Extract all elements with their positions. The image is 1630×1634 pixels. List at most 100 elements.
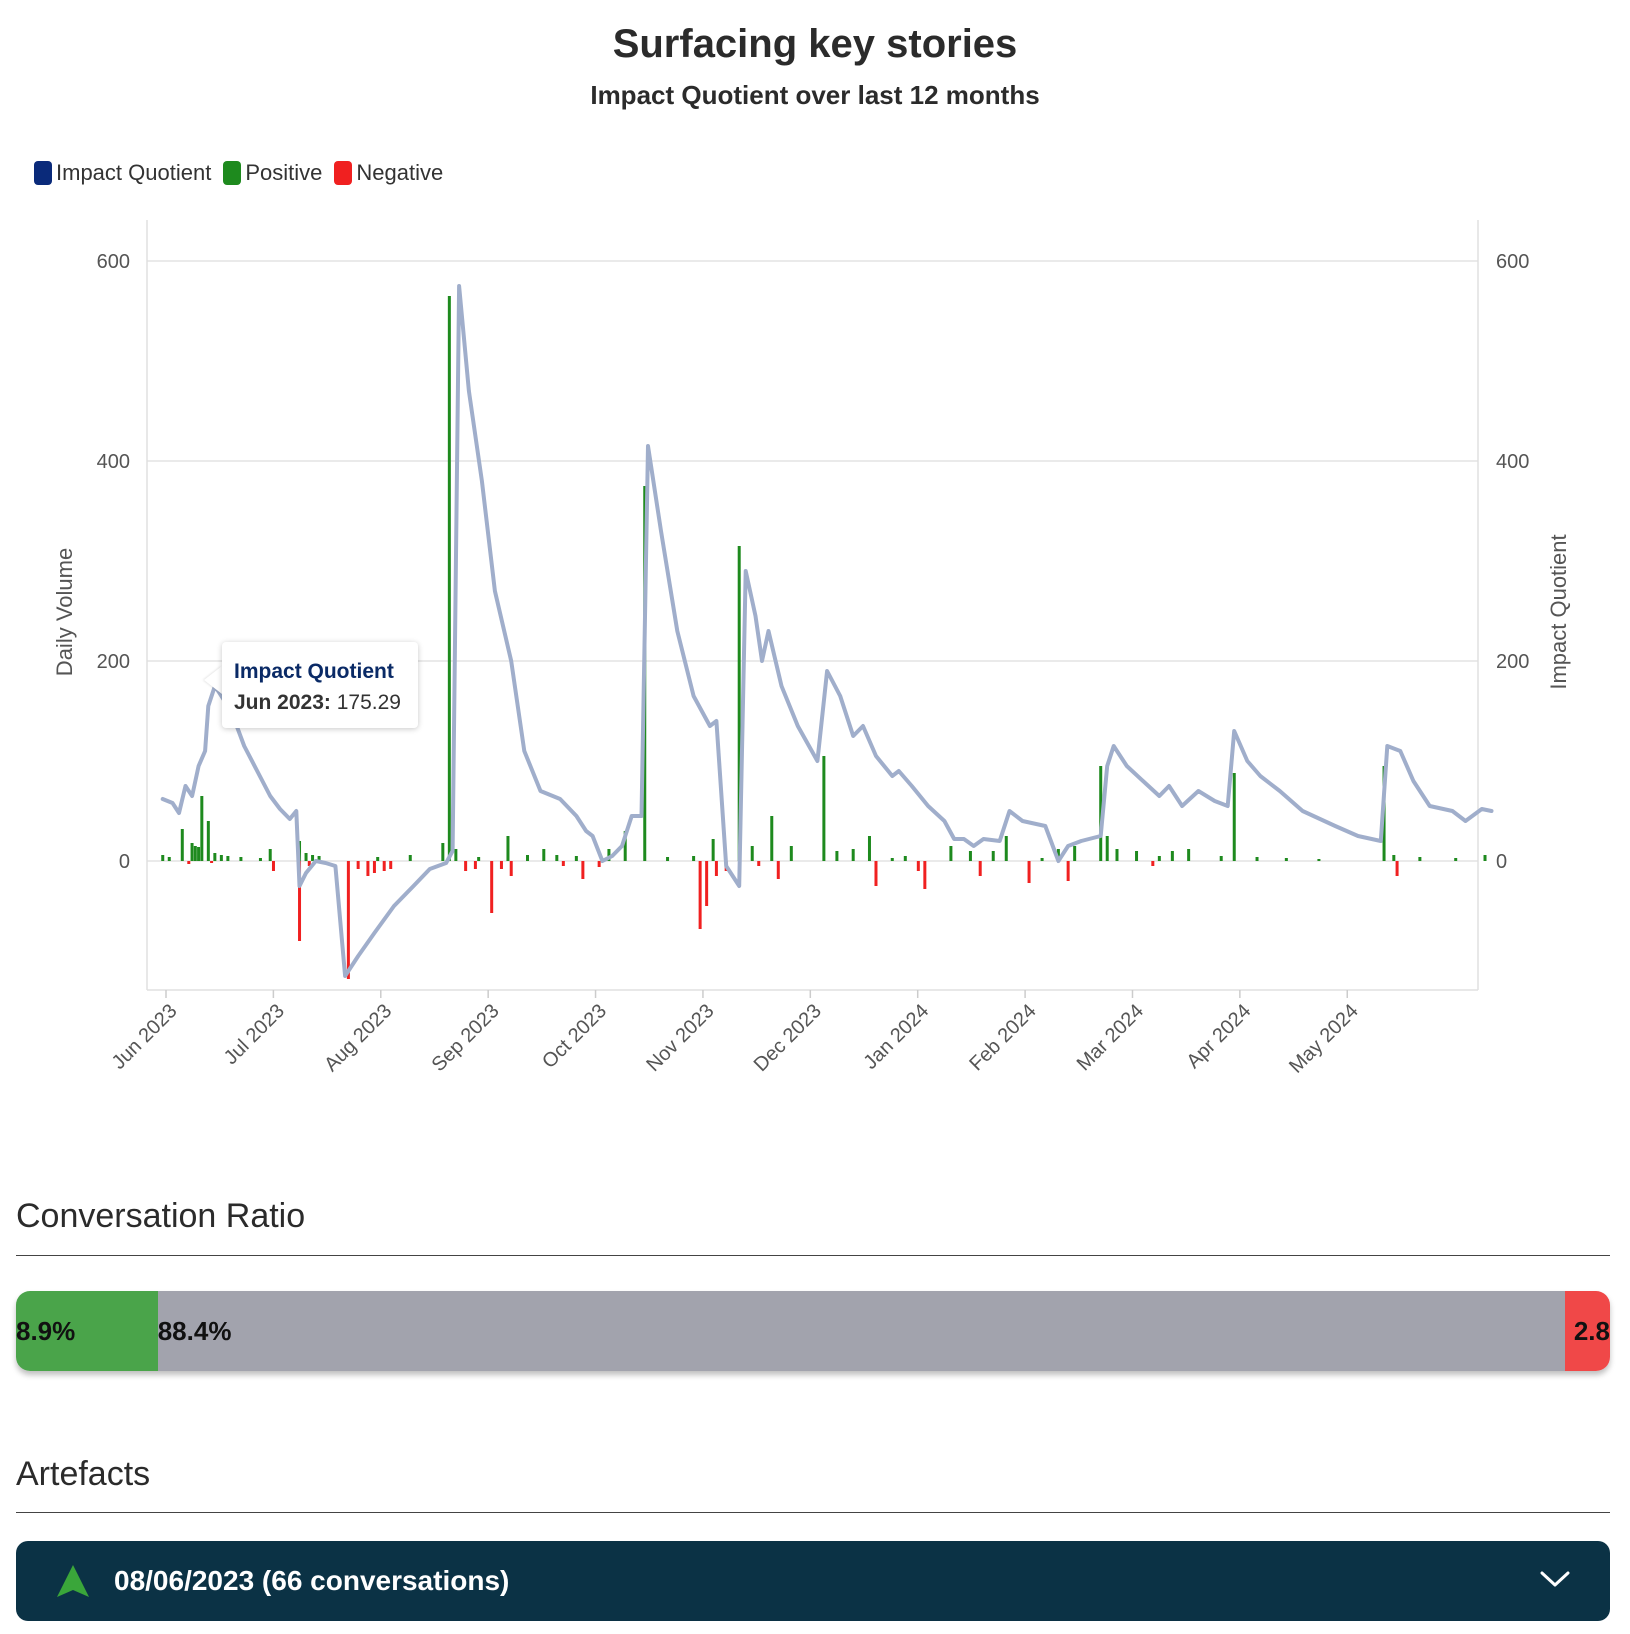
positive-bar [167, 857, 171, 861]
negative-bar [978, 861, 982, 876]
negative-bar [499, 861, 503, 869]
negative-bar [1151, 861, 1155, 866]
legend-item-positive[interactable]: Positive [223, 160, 322, 186]
chevron-down-icon[interactable] [1540, 1569, 1570, 1589]
positive-bar [311, 855, 315, 861]
negative-bar [307, 861, 311, 866]
y-tick-label-left: 200 [97, 651, 130, 673]
positive-bar [737, 546, 741, 861]
negative-bar [490, 861, 494, 913]
positive-bar [623, 831, 627, 861]
legend-item-impact-quotient[interactable]: Impact Quotient [34, 160, 211, 186]
x-tick-label: Mar 2024 [1073, 1000, 1148, 1075]
negative-bar [581, 861, 585, 879]
positive-bar [1115, 849, 1119, 861]
x-tick-label: Oct 2023 [538, 1000, 611, 1073]
legend-item-negative[interactable]: Negative [334, 160, 443, 186]
positive-bar [376, 857, 380, 861]
positive-bar [441, 843, 445, 861]
negative-bar [366, 861, 370, 876]
tooltip-title: Impact Quotient [234, 660, 394, 683]
ratio-label-negative: 2.8 [1573, 1315, 1610, 1346]
section-divider [16, 1255, 1610, 1256]
positive-bar [200, 796, 204, 861]
tooltip-date: Jun 2023: [234, 691, 331, 714]
ratio-segment-negative[interactable]: 2.8 [1565, 1291, 1610, 1371]
positive-bar [197, 847, 201, 861]
positive-bar [1056, 849, 1060, 861]
positive-bar [1418, 857, 1422, 861]
positive-bar [903, 856, 907, 861]
positive-bar [408, 855, 412, 861]
negative-bar [698, 861, 702, 929]
positive-bar [1170, 851, 1174, 861]
positive-bar [1255, 857, 1259, 861]
positive-bar [1135, 851, 1139, 861]
negative-bar [916, 861, 920, 871]
positive-bar [711, 839, 715, 861]
tooltip-arrow [204, 666, 222, 694]
impact-chart[interactable]: 0 0 200 200 400 400 600 600 Jun 2023 Jul 2023 Aug … [0, 200, 1630, 1100]
ratio-label-positive: 8.9% [16, 1315, 76, 1346]
ratio-segment-neutral[interactable]: 88.4% [157, 1291, 1566, 1371]
y-axis-label-right: Impact Quotient [1546, 534, 1571, 689]
tooltip-value-line: Jun 2023: 175.29 [234, 691, 401, 714]
x-tick-label: Feb 2024 [965, 1000, 1040, 1075]
volume-bars [161, 296, 1487, 979]
positive-bar [835, 851, 839, 861]
positive-bar [1392, 855, 1396, 861]
impact-line [160, 284, 1494, 978]
y-tick-label-right: 400 [1496, 451, 1529, 473]
x-tick-label: Nov 2023 [642, 1000, 718, 1076]
x-tick-label: Aug 2023 [320, 1000, 396, 1076]
positive-bar [161, 855, 165, 861]
legend-label: Negative [356, 160, 444, 185]
positive-bar [574, 856, 578, 861]
y-axis-label-left: Daily Volume [52, 548, 77, 676]
negative-bar [372, 861, 376, 873]
positive-bar [304, 853, 308, 861]
positive-bar [1040, 858, 1044, 861]
positive-bar [692, 856, 696, 861]
negative-bar [1027, 861, 1031, 883]
negative-bar [187, 861, 191, 864]
x-tick-label: May 2024 [1285, 1000, 1363, 1078]
tooltip-value: 175.29 [336, 691, 401, 714]
negative-bar [346, 861, 350, 979]
negative-bar [389, 861, 393, 869]
chart-legend: Impact Quotient Positive Negative [34, 160, 443, 186]
positive-bar [822, 756, 826, 861]
positive-bar [1232, 773, 1236, 861]
negative-bar [509, 861, 513, 876]
up-triangle-icon [57, 1565, 89, 1597]
positive-bar [1187, 849, 1191, 861]
negative-bar [473, 861, 477, 869]
negative-bar [298, 861, 302, 941]
negative-bar [1066, 861, 1070, 881]
positive-bar [1073, 846, 1077, 861]
conversation-ratio-bar: 8.9% 88.4% 2.8 [16, 1291, 1610, 1371]
negative-bar [382, 861, 386, 871]
positive-bar [1284, 858, 1288, 861]
positive-bar [1105, 836, 1109, 861]
positive-bar [1454, 858, 1458, 861]
y-tick-label-right: 600 [1496, 251, 1529, 273]
negative-bar [271, 861, 275, 871]
ratio-segment-positive[interactable]: 8.9% [16, 1291, 158, 1371]
positive-bar [607, 849, 611, 861]
y-tick-label-left: 600 [97, 251, 130, 273]
positive-bar [226, 856, 230, 861]
conversation-ratio-title: Conversation Ratio [16, 1197, 306, 1235]
negative-bar [464, 861, 468, 871]
negative-bar [757, 861, 761, 866]
negative-bar [705, 861, 709, 906]
artefact-accordion-row[interactable]: 08/06/2023 (66 conversations) [16, 1541, 1610, 1621]
negative-bar [561, 861, 565, 866]
positive-bar [268, 849, 272, 861]
x-tick-label: Jul 2023 [220, 1000, 289, 1069]
positive-bar [477, 857, 481, 861]
grid-lines [146, 220, 1479, 991]
positive-bar [789, 846, 793, 861]
positive-bar [193, 846, 197, 861]
legend-swatch-impact-quotient [34, 161, 52, 185]
